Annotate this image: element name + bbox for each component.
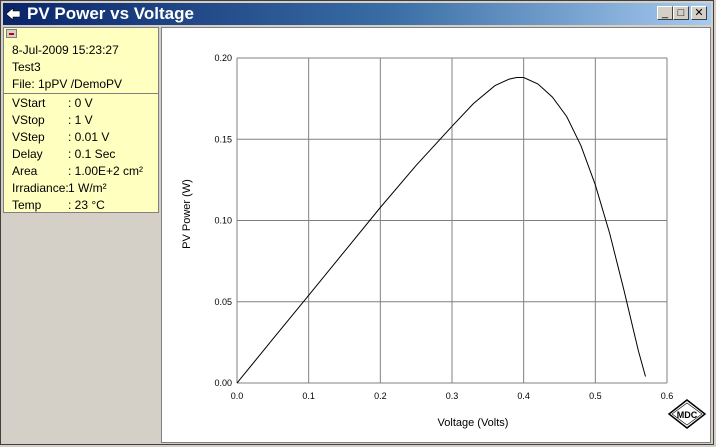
diamond-arrow-icon[interactable] (6, 7, 20, 21)
x-axis-label: Voltage (Volts) (438, 417, 509, 429)
param-row: Delay : 0.1 Sec (12, 146, 115, 162)
y-tick-label: 0.05 (214, 297, 232, 307)
minus-icon (9, 33, 14, 35)
plot-area: 0.0 0.1 0.2 0.3 0.4 0.5 0.6 0.00 0.05 0.10 0.15 0.2… (161, 27, 711, 443)
param-label: VStep (12, 130, 45, 144)
param-row: Area : 1.00E+2 cm² (12, 163, 143, 179)
y-tick-label: 0.00 (214, 378, 232, 388)
minimize-button[interactable]: _ (657, 6, 673, 20)
test-file: File: 1pPV /DemoPV (12, 77, 123, 91)
test-name: Test3 (12, 60, 41, 74)
x-tick-label: 0.0 (231, 391, 244, 401)
param-label: Area (12, 164, 38, 178)
close-button[interactable]: ✕ (691, 6, 707, 20)
x-tick-label: 0.1 (302, 391, 315, 401)
param-value: : 1 V (68, 113, 93, 127)
param-label: Delay (12, 147, 43, 161)
param-row: Irradiance:1 W/m² (12, 180, 107, 196)
param-row: VStop : 1 V (12, 112, 93, 128)
test-date: 8-Jul-2009 15:23:27 (12, 43, 119, 57)
window-title: PV Power vs Voltage (27, 4, 194, 23)
y-tick-label: 0.15 (214, 134, 232, 144)
panel-divider (4, 93, 158, 94)
x-tick-label: 0.4 (517, 391, 530, 401)
y-axis-label: PV Power (W) (181, 179, 193, 249)
param-value: : 23 °C (68, 198, 105, 212)
param-value: : 1.00E+2 cm² (68, 164, 144, 178)
mdc-logo: MDC (667, 399, 707, 429)
param-label: Irradiance: (12, 181, 69, 195)
mdc-logo-text: MDC (677, 410, 698, 420)
y-tick-label: 0.10 (214, 216, 232, 226)
y-tick-label: 0.20 (214, 53, 232, 63)
x-tick-label: 0.3 (446, 391, 459, 401)
test-info-panel: 8-Jul-2009 15:23:27 Test3 File: 1pPV /De… (3, 27, 159, 213)
param-row: VStart : 0 V (12, 95, 93, 111)
pv-power-chart: 0.0 0.1 0.2 0.3 0.4 0.5 0.6 0.00 0.05 0.10 0.15 0.2… (181, 53, 707, 429)
x-tick-label: 0.2 (374, 391, 387, 401)
param-row: VStep : 0.01 V (12, 129, 109, 145)
maximize-button[interactable]: □ (673, 6, 689, 20)
title-bar[interactable]: PV Power vs Voltage _ □ ✕ (3, 3, 711, 25)
collapse-button[interactable] (6, 29, 17, 38)
param-value: : 0.01 V (68, 130, 110, 144)
x-tick-label: 0.6 (661, 391, 674, 401)
param-label: VStart (12, 96, 46, 110)
param-label: VStop (12, 113, 45, 127)
param-value: : 0.1 Sec (68, 147, 116, 161)
param-value: : 0 V (68, 96, 93, 110)
pv-power-curve (236, 77, 646, 384)
param-label: Temp (12, 198, 42, 212)
param-row: Temp : 23 °C (12, 197, 105, 213)
param-value: 1 W/m² (68, 181, 107, 195)
x-tick-label: 0.5 (589, 391, 602, 401)
